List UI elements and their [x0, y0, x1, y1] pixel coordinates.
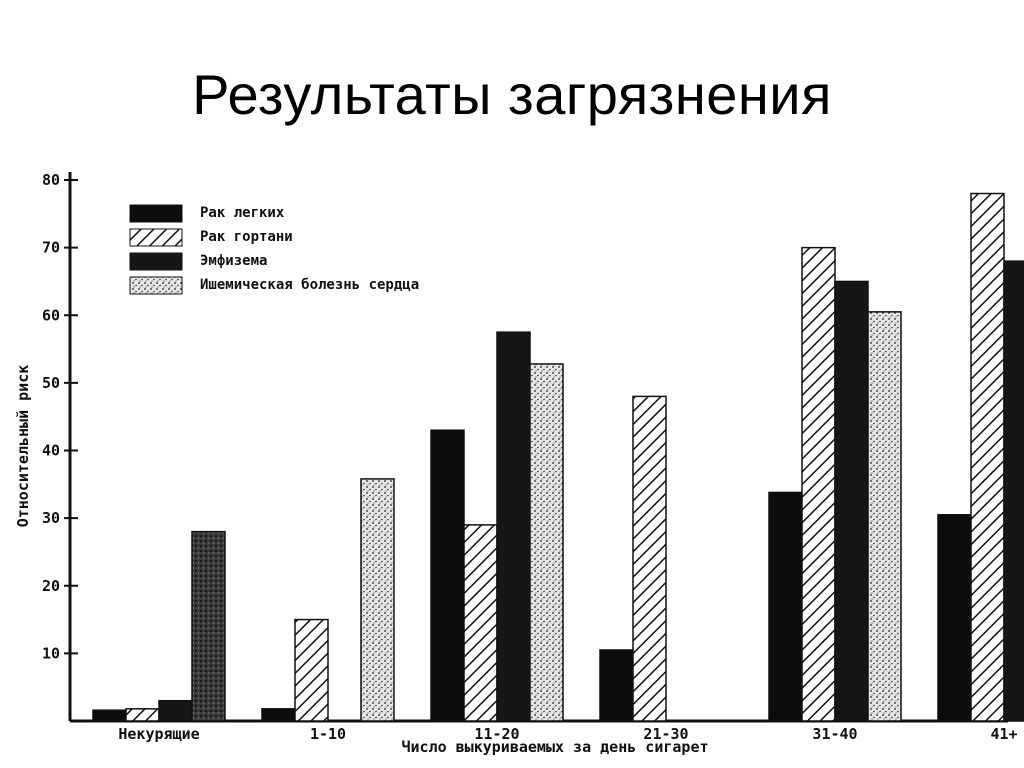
legend-swatch [129, 252, 183, 271]
x-axis-title: Число выкуриваемых за день сигарет [401, 738, 708, 756]
bar-4-1 [801, 246, 836, 722]
x-tick-label: 41+ [990, 725, 1017, 743]
y-tick-label: 50 [42, 374, 60, 392]
x-tick-label: 11-20 [474, 725, 519, 743]
bar-1-3 [360, 478, 395, 722]
x-tick-label: 1-10 [310, 725, 346, 743]
bar-4-2 [834, 280, 869, 722]
y-ticks: 10 20 30 40 50 60 70 80 [42, 171, 78, 662]
bar-2-2 [496, 331, 531, 722]
y-tick-label: 80 [42, 171, 60, 189]
y-tick-label: 70 [42, 239, 60, 257]
bar-0-0 [92, 709, 127, 722]
x-labels: Некурящие 1-10 11-20 21-30 31-40 41+ [118, 725, 1017, 743]
y-axis-title: Относительный риск [14, 365, 32, 528]
bar-4-3 [867, 311, 902, 722]
bar-4-0 [768, 491, 803, 722]
y-tick-label: 60 [42, 306, 60, 324]
y-tick-label: 40 [42, 442, 60, 460]
bar-1-0 [261, 708, 296, 722]
bar-3-0 [599, 649, 634, 722]
legend: Рак легких Рак гортани Эмфизема Ишемическая… [129, 204, 419, 295]
legend-label: Рак легких [200, 205, 285, 221]
legend-swatch [129, 228, 183, 247]
x-tick-label: Некурящие [118, 725, 199, 743]
bar-0-1 [125, 708, 160, 722]
bars [92, 192, 1024, 722]
slide-title: Результаты загрязнения [192, 63, 832, 126]
y-tick-label: 30 [42, 509, 60, 527]
bar-2-1 [463, 524, 498, 722]
y-tick-label: 20 [42, 577, 60, 595]
bar-3-1 [632, 395, 667, 722]
bar-2-0 [430, 429, 465, 722]
bar-0-2 [158, 699, 193, 722]
bar-5-2 [1003, 260, 1024, 722]
bar-5-0 [937, 513, 972, 722]
bar-2-3 [529, 363, 564, 722]
y-tick-label: 10 [42, 644, 60, 662]
x-tick-label: 31-40 [812, 725, 857, 743]
legend-swatch [129, 204, 183, 223]
bar-0-3 [191, 530, 226, 722]
legend-swatch [129, 276, 183, 295]
bar-5-1 [970, 192, 1005, 722]
legend-label: Эмфизема [200, 253, 267, 269]
legend-label: Ишемическая болезнь сердца [200, 277, 419, 293]
bar-1-1 [294, 618, 329, 722]
legend-label: Рак гортани [200, 229, 293, 245]
x-tick-label: 21-30 [643, 725, 688, 743]
